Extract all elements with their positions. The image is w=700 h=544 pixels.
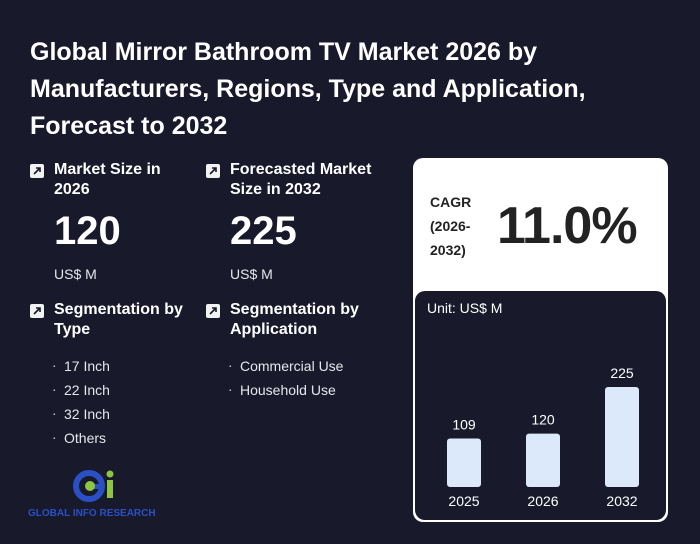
forecast-value: 225 — [230, 209, 297, 253]
segmentation-application-label: Segmentation by Application — [230, 301, 359, 338]
logo-text: GLOBAL INFO RESEARCH — [28, 508, 156, 519]
brand-logo: GLOBAL INFO RESEARCH — [28, 468, 174, 520]
forecast-label: Forecasted Market Size in 2032 — [230, 161, 372, 198]
market-size-block: Market Size in 2026 120 US$ M — [30, 160, 190, 282]
list-item: Commercial Use — [228, 353, 396, 378]
market-size-unit: US$ M — [54, 266, 97, 282]
segmentation-application-block: Segmentation by Application Commercial U… — [206, 300, 396, 402]
arrow-icon — [206, 164, 220, 178]
market-size-value: 120 — [54, 209, 121, 253]
x-tick-2032: 2032 — [606, 493, 637, 509]
bar-chart: Unit: US$ M 109 2025 120 2026 225 2032 — [427, 300, 639, 509]
data-label-2026: 120 — [531, 412, 555, 428]
bar-2026 — [526, 433, 560, 487]
arrow-icon — [30, 304, 44, 318]
forecast-block: Forecasted Market Size in 2032 225 US$ M — [206, 160, 396, 282]
segmentation-type-label: Segmentation by Type — [54, 301, 183, 338]
market-size-label: Market Size in 2026 — [54, 161, 161, 198]
cagr-card: CAGR (2026- 2032) 11.0% Unit: US$ M 109 2… — [413, 158, 668, 522]
x-tick-2025: 2025 — [448, 493, 479, 509]
arrow-icon — [206, 304, 220, 318]
arrow-icon — [30, 164, 44, 178]
page-title: Global Mirror Bathroom TV Market 2026 by… — [30, 38, 586, 140]
data-label-2025: 109 — [452, 417, 476, 433]
list-item: 22 Inch — [52, 377, 200, 402]
bar-chart-panel: Unit: US$ M 109 2025 120 2026 225 2032 — [415, 291, 666, 520]
segmentation-type-block: Segmentation by Type 17 Inch 22 Inch 32 … — [30, 300, 200, 450]
x-tick-2026: 2026 — [527, 493, 558, 509]
list-item: 32 Inch — [52, 401, 200, 426]
cagr-label: CAGR (2026- 2032) — [430, 194, 472, 258]
list-item: 17 Inch — [52, 353, 200, 378]
cagr-value: 11.0% — [497, 197, 638, 255]
list-item: Others — [52, 425, 200, 450]
data-label-2032: 225 — [610, 365, 634, 381]
list-item: Household Use — [228, 377, 396, 402]
bar-2032 — [605, 387, 639, 487]
forecast-unit: US$ M — [230, 266, 273, 282]
chart-unit-label: Unit: US$ M — [427, 300, 502, 316]
bar-2025 — [447, 438, 481, 487]
